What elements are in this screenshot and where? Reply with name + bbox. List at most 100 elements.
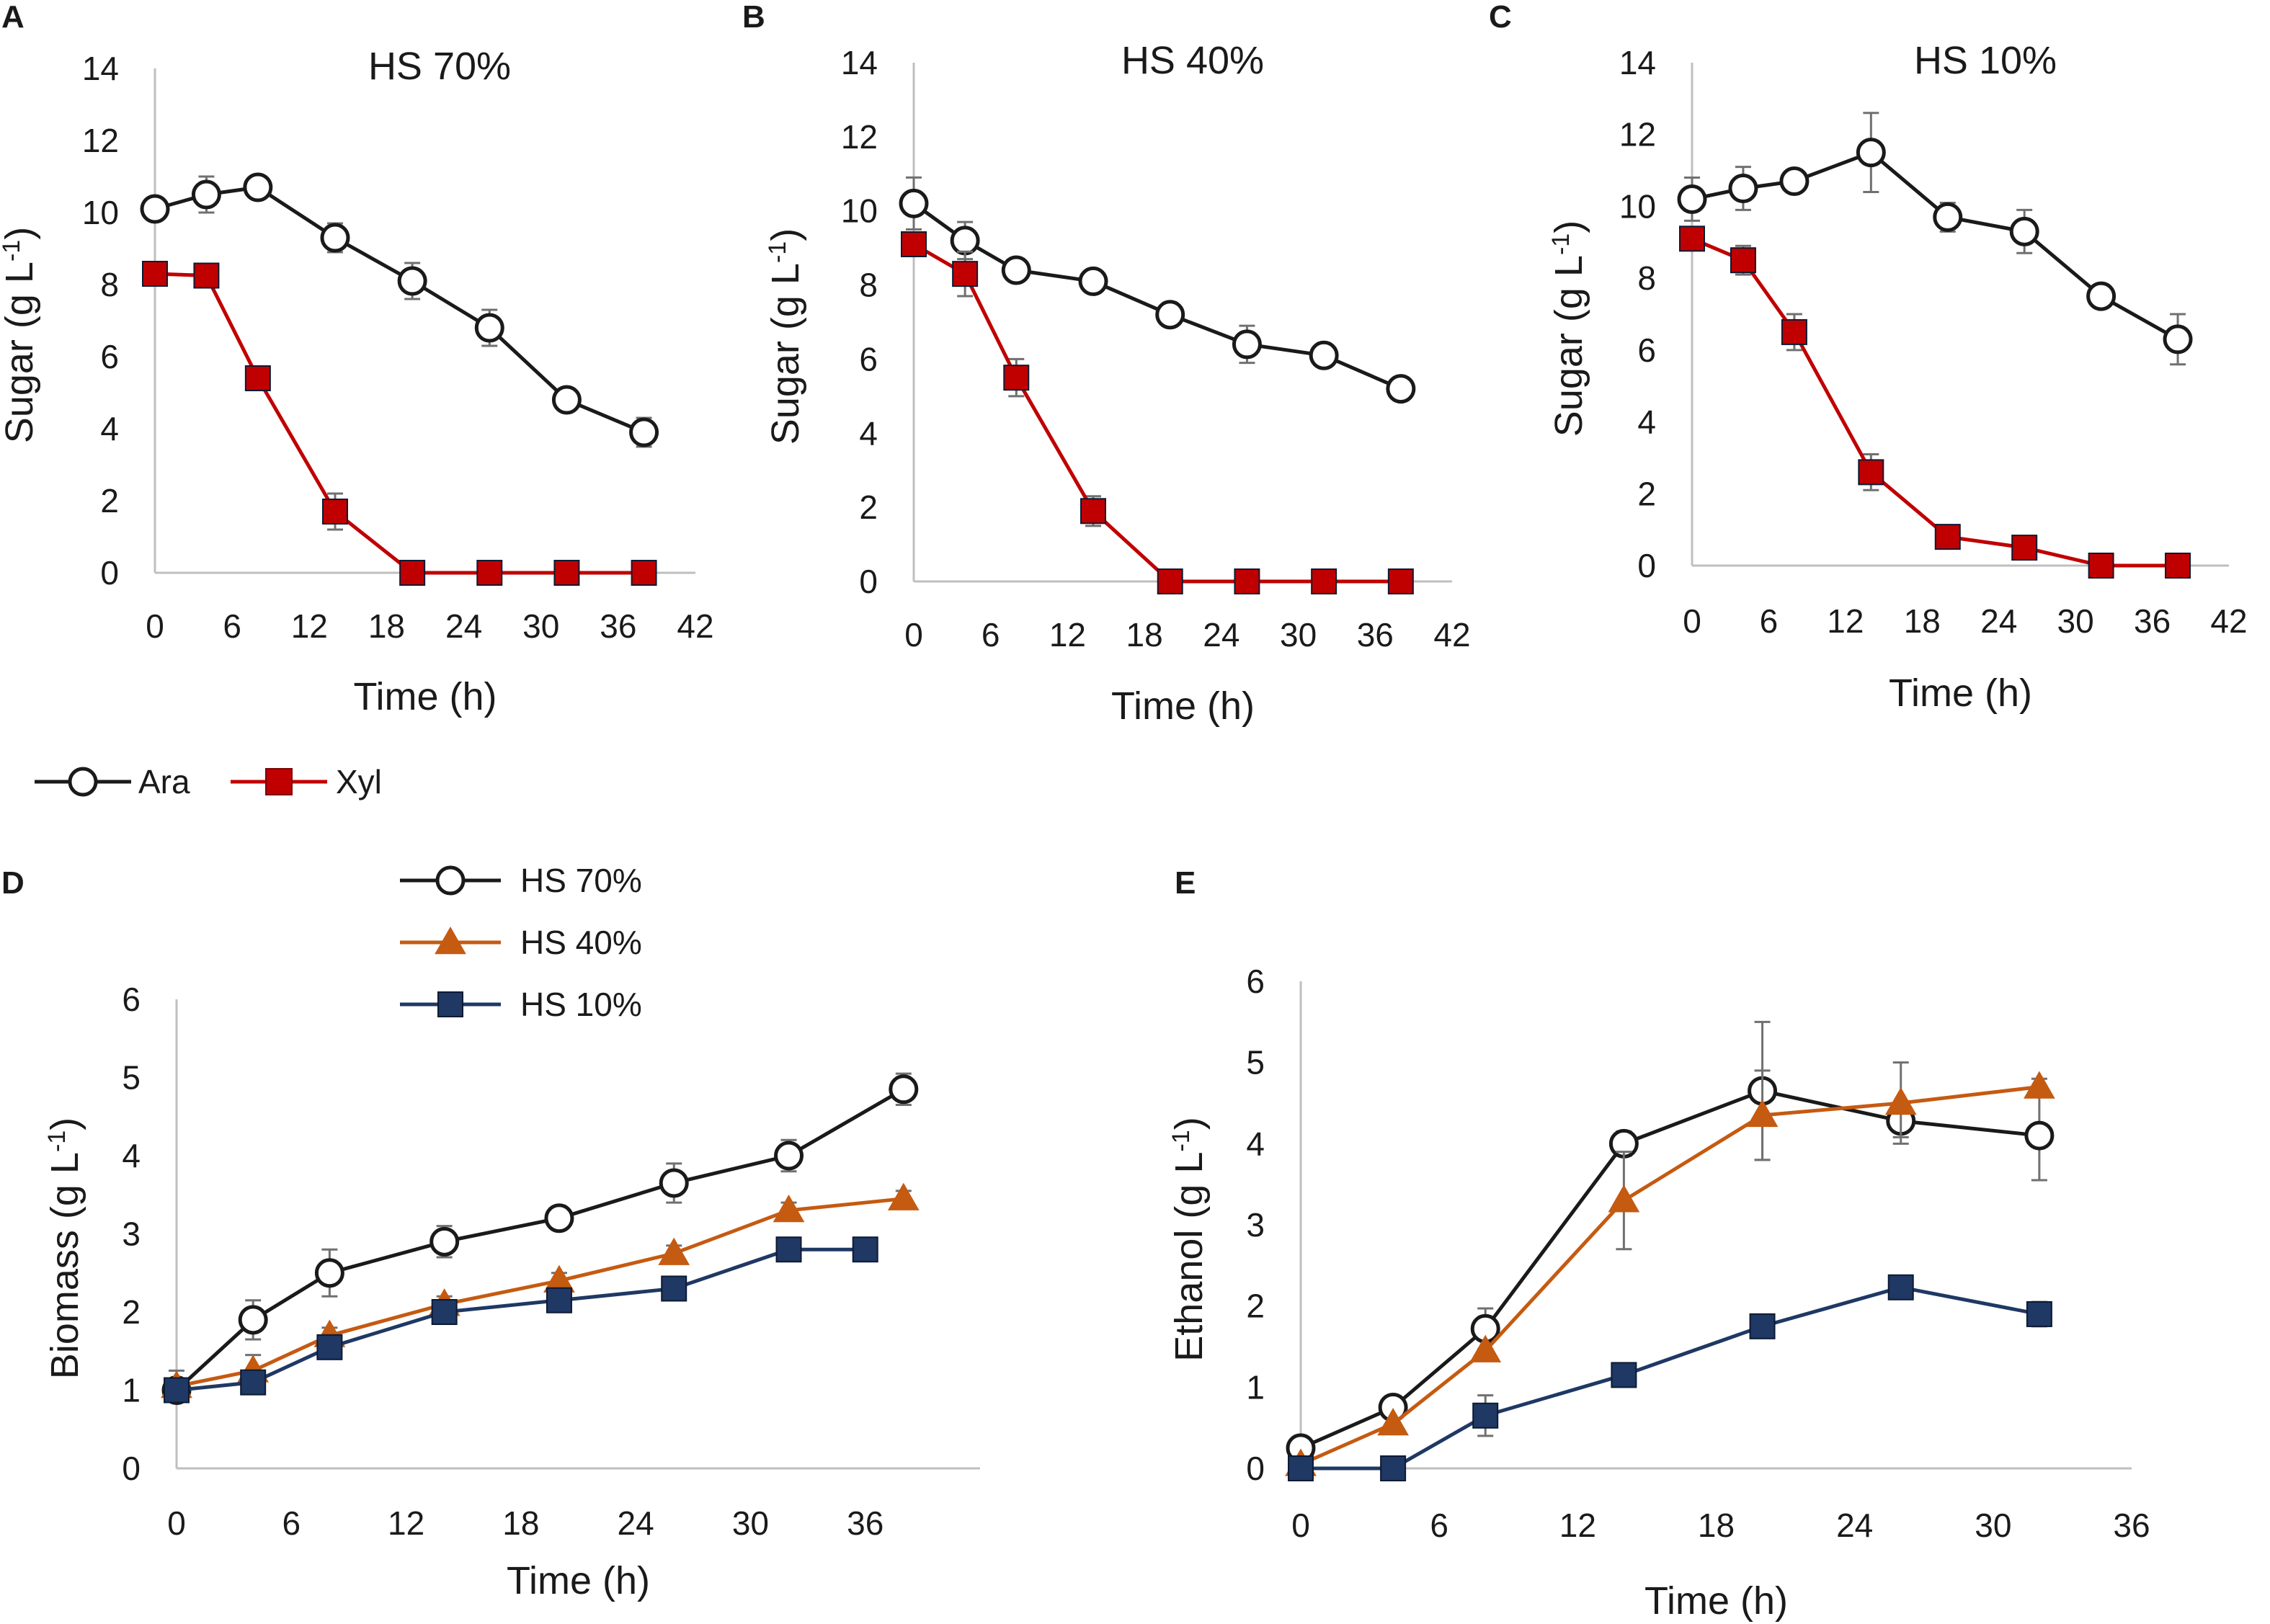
legend-entry-xyl: Xyl <box>231 763 382 800</box>
data-point <box>1679 226 1705 252</box>
x-axis-title: Time (h) <box>1644 1579 1788 1623</box>
x-tick-label: 30 <box>2057 602 2094 640</box>
series-hs-10- <box>1288 1274 2052 1481</box>
legend-entry-hs-10-: HS 10% <box>400 986 642 1023</box>
data-point <box>1746 1099 1779 1128</box>
data-point <box>631 560 657 586</box>
legend-label: HS 70% <box>520 862 642 899</box>
data-point <box>774 1141 804 1171</box>
data-point <box>1781 318 1807 345</box>
series-hs-40- <box>161 1182 920 1404</box>
data-point <box>2086 281 2117 311</box>
data-point <box>1934 524 1961 550</box>
data-point <box>322 499 348 525</box>
x-tick-label: 36 <box>2113 1507 2150 1544</box>
data-point <box>1078 266 1108 296</box>
panel-title: HS 40% <box>1121 39 1264 82</box>
y-axis-title: Ethanol (g L-1) <box>1167 1117 1211 1361</box>
x-tick-label: 12 <box>1049 616 1086 653</box>
data-point <box>191 179 221 210</box>
data-point <box>1311 568 1337 594</box>
hs-legend: HS 70% HS 40% HS 10% <box>400 862 642 1023</box>
data-point <box>553 560 580 586</box>
y-tick-label: 2 <box>859 488 878 526</box>
data-point <box>314 1258 344 1288</box>
y-tick-label: 14 <box>841 44 878 81</box>
y-tick-label: 12 <box>82 122 119 159</box>
x-tick-label: 0 <box>146 607 164 645</box>
panel-letter-b: B <box>742 0 765 35</box>
series-line <box>176 1247 865 1392</box>
series-line <box>154 272 644 575</box>
series-xyl <box>1679 226 2191 579</box>
series-hs-70- <box>1286 1020 2055 1463</box>
data-point <box>1003 365 1030 391</box>
x-tick-label: 24 <box>1203 616 1239 653</box>
x-tick-label: 36 <box>2134 602 2171 640</box>
data-point <box>1469 1334 1502 1362</box>
x-tick-label: 6 <box>1430 1507 1448 1544</box>
legend-marker <box>435 865 466 896</box>
data-point <box>399 560 426 586</box>
x-tick-label: 36 <box>1357 616 1394 653</box>
data-point <box>2011 535 2038 561</box>
series-line <box>1301 1285 2040 1471</box>
y-tick-label: 2 <box>100 482 119 519</box>
data-point <box>431 1299 458 1325</box>
y-axis-title: Sugar (g L-1) <box>764 228 807 445</box>
series-xyl <box>142 261 657 586</box>
data-point <box>775 1236 802 1263</box>
data-point <box>316 1334 343 1360</box>
x-tick-label: 30 <box>1975 1507 2011 1544</box>
y-tick-label: 14 <box>1619 44 1656 81</box>
x-tick-label: 42 <box>2210 602 2247 640</box>
y-tick-label: 0 <box>1246 1450 1265 1487</box>
x-tick-label: 18 <box>1904 602 1941 640</box>
data-point <box>1887 1274 1914 1300</box>
y-axis-title: Sugar (g L-1) <box>1547 220 1590 437</box>
y-tick-label: 12 <box>1619 116 1656 153</box>
data-point <box>889 1074 919 1105</box>
data-point <box>546 1287 572 1313</box>
data-point <box>1155 300 1185 330</box>
data-point <box>852 1236 878 1263</box>
data-point <box>2165 553 2191 579</box>
y-tick-label: 10 <box>82 194 119 231</box>
data-point <box>2009 216 2039 246</box>
legend-entry-hs-70-: HS 70% <box>400 862 642 899</box>
y-tick-label: 5 <box>1246 1044 1265 1081</box>
legend-label-xyl: Xyl <box>336 763 382 800</box>
x-tick-label: 0 <box>167 1504 186 1542</box>
data-point <box>164 1377 190 1404</box>
x-tick-label: 24 <box>445 607 482 645</box>
x-tick-label: 18 <box>368 607 405 645</box>
series-hs-70- <box>161 1072 919 1405</box>
series-line <box>912 242 1401 584</box>
data-point <box>244 365 271 391</box>
series-hs-40- <box>1285 1061 2055 1476</box>
legend-marker-ara <box>68 767 98 797</box>
x-tick-label: 42 <box>677 607 713 645</box>
x-tick-label: 6 <box>1760 602 1779 640</box>
data-point <box>2024 1071 2055 1099</box>
x-axis-title: Time (h) <box>507 1559 650 1602</box>
data-point <box>629 417 659 447</box>
y-tick-label: 4 <box>1637 403 1656 441</box>
data-point <box>1377 1408 1409 1436</box>
data-point <box>1380 1455 1407 1481</box>
x-axis-title: Time (h) <box>1111 684 1255 728</box>
x-tick-label: 0 <box>1683 602 1701 640</box>
legend-entry-ara: Ara <box>35 763 190 800</box>
y-tick-label: 14 <box>82 50 119 87</box>
data-point <box>899 188 929 218</box>
y-tick-label: 2 <box>1637 475 1656 512</box>
y-axis-title: Biomass (g L-1) <box>43 1117 86 1379</box>
data-point <box>1933 202 1963 232</box>
data-point <box>2088 553 2114 579</box>
x-tick-label: 24 <box>1980 602 2017 640</box>
data-point <box>950 226 980 256</box>
data-point <box>658 1237 690 1265</box>
